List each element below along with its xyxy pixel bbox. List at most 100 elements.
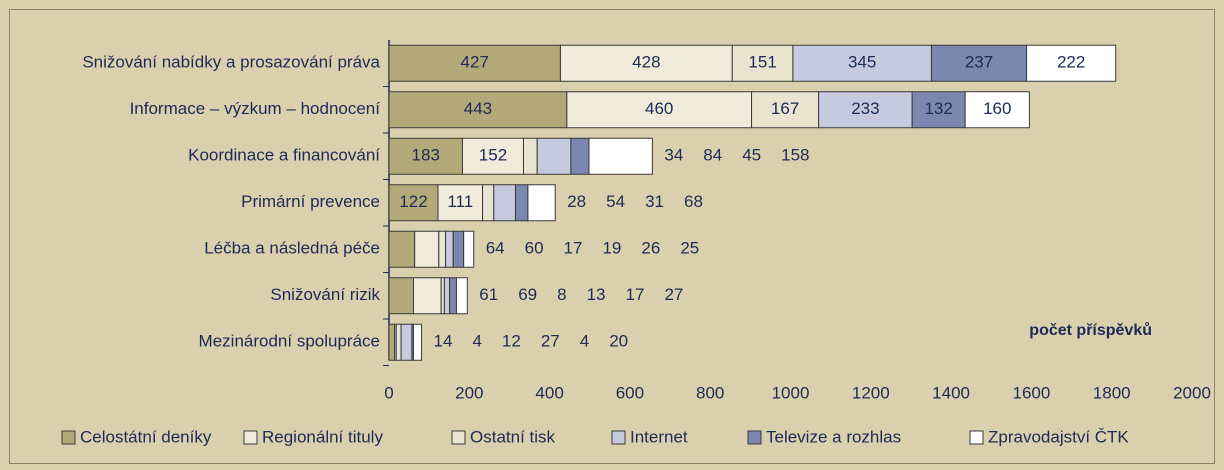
bar-segment xyxy=(388,137,463,175)
category-label: Snižování rizik xyxy=(270,285,380,304)
legend-label: Zpravodajství ČTK xyxy=(988,427,1129,446)
category-label: Snižování nabídky a prosazování práva xyxy=(82,53,380,72)
data-label: 61 xyxy=(479,285,498,304)
data-label: 13 xyxy=(587,285,606,304)
data-label: 111 xyxy=(447,192,473,211)
bar-segment xyxy=(964,91,1030,129)
data-label: 158 xyxy=(781,146,809,165)
legend-label: Regionální tituly xyxy=(262,427,383,446)
data-label: 460 xyxy=(645,99,673,118)
data-label: 20 xyxy=(609,332,628,351)
bar-segment xyxy=(523,137,538,175)
data-label: 17 xyxy=(626,285,645,304)
category-label: Koordinace a financování xyxy=(188,146,380,165)
bar-segment xyxy=(437,184,484,222)
bar-segment xyxy=(463,230,475,268)
data-label: 45 xyxy=(742,146,761,165)
bar-segment xyxy=(570,137,590,175)
x-tick-label: 2000 xyxy=(1173,383,1211,402)
bar-segment xyxy=(731,44,794,82)
data-label: 152 xyxy=(479,146,507,165)
x-tick-label: 600 xyxy=(616,383,644,402)
frame xyxy=(9,9,1215,464)
bar-segment xyxy=(445,230,454,268)
data-label: 64 xyxy=(486,239,505,258)
bar-segment xyxy=(412,323,423,361)
bar-segment xyxy=(414,230,440,268)
bar-segment xyxy=(527,184,556,222)
x-tick-label: 1400 xyxy=(932,383,970,402)
legend-label: Celostátní deníky xyxy=(80,427,212,446)
legend-swatch xyxy=(611,430,626,445)
bar-segment xyxy=(559,44,733,82)
bar-segment xyxy=(400,323,413,361)
data-label: 17 xyxy=(564,239,583,258)
data-label: 345 xyxy=(848,53,876,72)
x-tick-label: 1200 xyxy=(852,383,890,402)
legend-label: Televize a rozhlas xyxy=(766,427,901,446)
data-label: 54 xyxy=(606,192,625,211)
x-tick-label: 200 xyxy=(455,383,483,402)
bar-segment xyxy=(911,91,966,129)
bar-segment xyxy=(388,91,568,129)
data-label: 14 xyxy=(434,332,453,351)
legend-swatch xyxy=(747,430,762,445)
data-label: 160 xyxy=(983,99,1011,118)
x-tick-label: 0 xyxy=(384,383,393,402)
bar-segment xyxy=(536,137,572,175)
bar-segment xyxy=(452,230,465,268)
category-label: Informace – výzkum – hodnocení xyxy=(130,99,381,118)
data-label: 31 xyxy=(645,192,664,211)
data-label: 4 xyxy=(580,332,589,351)
data-label: 27 xyxy=(541,332,560,351)
x-tick-label: 1000 xyxy=(772,383,810,402)
data-label: 427 xyxy=(461,53,489,72)
data-label: 69 xyxy=(518,285,537,304)
data-label: 183 xyxy=(412,146,440,165)
bar-segment xyxy=(751,91,820,129)
category-label: Mezinárodní spolupráce xyxy=(199,332,380,351)
x-tick-label: 800 xyxy=(696,383,724,402)
bar-segment xyxy=(388,323,396,361)
legend-swatch xyxy=(61,430,76,445)
data-label: 60 xyxy=(525,239,544,258)
bar-segment xyxy=(930,44,1028,82)
x-tick-label: 1800 xyxy=(1093,383,1131,402)
bar-segment xyxy=(443,277,451,315)
bar-segment xyxy=(588,137,653,175)
data-label: 132 xyxy=(924,99,952,118)
bar-segment xyxy=(388,184,439,222)
data-label: 428 xyxy=(632,53,660,72)
bar-segment xyxy=(388,44,561,82)
x-tick-label: 1600 xyxy=(1012,383,1050,402)
data-label: 122 xyxy=(399,192,427,211)
data-label: 34 xyxy=(664,146,683,165)
data-label: 68 xyxy=(684,192,703,211)
data-label: 443 xyxy=(464,99,492,118)
bar-segment xyxy=(388,230,416,268)
legend-swatch xyxy=(243,430,258,445)
data-label: 26 xyxy=(641,239,660,258)
data-label: 28 xyxy=(567,192,586,211)
data-label: 19 xyxy=(602,239,621,258)
data-label: 151 xyxy=(748,53,776,72)
bar-segment xyxy=(493,184,516,222)
data-label: 25 xyxy=(680,239,699,258)
data-label: 84 xyxy=(703,146,722,165)
data-label: 222 xyxy=(1057,53,1085,72)
category-label: Primární prevence xyxy=(241,192,380,211)
bar-segment xyxy=(482,184,495,222)
data-label: 8 xyxy=(557,285,566,304)
bar-segment xyxy=(412,277,442,315)
data-label: 4 xyxy=(472,332,481,351)
annotation: počet příspěvků xyxy=(1029,322,1152,339)
bar-segment xyxy=(449,277,457,315)
bar-segment xyxy=(818,91,913,129)
x-tick-label: 400 xyxy=(535,383,563,402)
data-label: 27 xyxy=(664,285,683,304)
bar-segment xyxy=(388,277,414,315)
legend-swatch xyxy=(451,430,466,445)
bar-segment xyxy=(566,91,753,129)
bar-segment xyxy=(395,323,402,361)
